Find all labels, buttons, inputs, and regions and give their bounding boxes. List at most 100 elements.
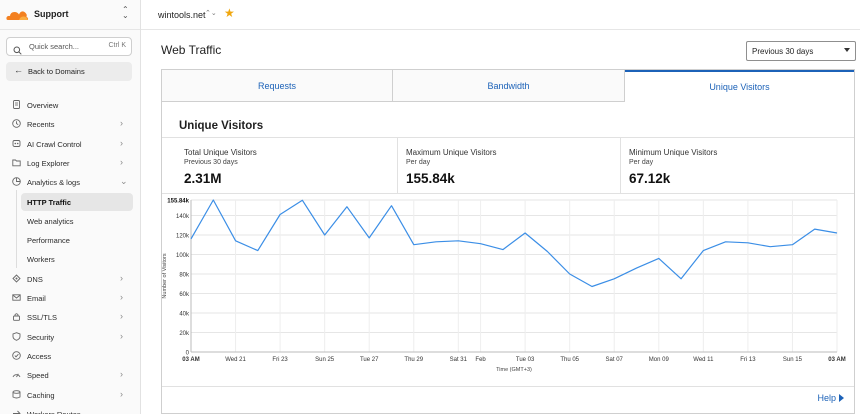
- sidebar-item-dns[interactable]: DNS ›: [6, 270, 133, 288]
- stat-heading: Minimum Unique Visitors: [629, 148, 718, 157]
- sidebar-item-email[interactable]: Email ›: [6, 289, 133, 307]
- sidebar-subitem-performance[interactable]: Performance: [21, 231, 133, 249]
- x-tick-label: Tue 27: [360, 357, 379, 363]
- sidebar-item-label: Analytics & logs: [27, 178, 80, 188]
- workers-routes-icon: [13, 410, 21, 414]
- chevron-right-icon: ›: [120, 369, 123, 380]
- access-icon: [12, 351, 21, 360]
- sidebar-item-label: Access: [27, 351, 52, 361]
- sidebar-item-analytics-logs[interactable]: Analytics & logs ⌄: [6, 173, 133, 191]
- x-tick-label: Feb: [475, 357, 486, 363]
- stat-subtitle: Per day: [629, 159, 654, 166]
- y-tick-label: 20k: [179, 331, 190, 337]
- sidebar-item-label: Speed: [27, 371, 49, 381]
- quick-search-input[interactable]: Quick search... Ctrl K: [6, 37, 132, 56]
- traffic-card: Requests Bandwidth Unique Visitors Uniqu…: [161, 69, 855, 414]
- sidebar-item-label: Email: [27, 294, 46, 303]
- email-icon: [12, 294, 21, 301]
- sidebar-subitem-label: Workers: [27, 255, 55, 265]
- sidebar-subitem-http-traffic[interactable]: HTTP Traffic: [21, 192, 133, 211]
- page-title: Web Traffic: [161, 43, 222, 57]
- sidebar: Support ⌃ ⌄ Quick search... Ctrl K ← Back…: [0, 0, 141, 414]
- y-tick-label: 40k: [179, 311, 190, 317]
- sidebar-item-label: Recents: [27, 120, 55, 130]
- search-icon: [13, 42, 22, 60]
- y-tick-label: 0: [186, 351, 190, 357]
- sidebar-item-label: AI Crawl Control: [27, 139, 82, 149]
- y-axis-title: Number of Visitors: [162, 253, 168, 298]
- sidebar-item-log-explorer[interactable]: Log Explorer ›: [6, 154, 133, 172]
- caching-icon: [12, 389, 21, 398]
- lock-icon: [13, 313, 20, 322]
- tab-label: Requests: [257, 81, 297, 91]
- tab-unique-visitors[interactable]: Unique Visitors: [625, 70, 854, 102]
- sidebar-item-ai-crawl-control[interactable]: AI Crawl Control ›: [6, 135, 133, 153]
- x-tick-label: 03 AM: [182, 357, 199, 363]
- account-switcher[interactable]: Support ⌃ ⌄: [0, 0, 140, 30]
- domain-name[interactable]: wintools.net: [158, 10, 206, 20]
- sidebar-item-workers-routes[interactable]: Workers Routes: [6, 405, 133, 414]
- chevron-right-icon: ›: [120, 118, 123, 129]
- divider: [162, 137, 854, 138]
- chevron-down-icon: ⌄: [120, 176, 128, 187]
- x-tick-label: Wed 21: [225, 357, 246, 363]
- sidebar-item-recents[interactable]: Recents ›: [6, 115, 133, 133]
- divider: [162, 193, 854, 194]
- y-tick-label: 100k: [176, 253, 190, 259]
- stat-heading: Total Unique Visitors: [184, 148, 257, 157]
- time-range-select[interactable]: Previous 30 days: [746, 41, 856, 61]
- sidebar-item-overview[interactable]: Overview: [6, 96, 133, 114]
- x-tick-label: Fri 13: [740, 357, 756, 363]
- help-link[interactable]: Help: [817, 393, 844, 403]
- sidebar-item-security[interactable]: Security ›: [6, 328, 133, 346]
- search-placeholder: Quick search...: [29, 42, 80, 51]
- back-to-domains-button[interactable]: ← Back to Domains: [6, 62, 132, 81]
- sidebar-item-label: Log Explorer: [27, 158, 70, 168]
- chevron-right-icon: ›: [120, 272, 123, 283]
- help-label: Help: [817, 393, 836, 403]
- chevron-right-icon: ›: [120, 137, 123, 148]
- x-tick-label: Sun 25: [315, 357, 335, 363]
- tab-requests[interactable]: Requests: [162, 70, 393, 102]
- search-shortcut: Ctrl K: [108, 42, 127, 49]
- tab-bandwidth[interactable]: Bandwidth: [393, 70, 625, 102]
- sidebar-item-access[interactable]: Access: [6, 347, 133, 365]
- arrow-left-icon: ←: [14, 65, 23, 75]
- clock-icon: [12, 119, 21, 129]
- sidebar-subitem-label: HTTP Traffic: [27, 197, 72, 207]
- x-tick-label: Sat 07: [606, 357, 624, 363]
- sidebar-item-label: DNS: [27, 274, 43, 284]
- analytics-icon: [12, 177, 21, 186]
- unique-visitors-chart: 0 20k 40k 60k 80k 100k 120k 140k 155.84k 03 AM Wed…: [162, 199, 846, 374]
- account-name: Support: [34, 9, 69, 19]
- caret-down-icon: [844, 48, 850, 52]
- document-icon: [13, 100, 20, 109]
- x-axis-title: Time (GMT+3): [496, 367, 532, 373]
- x-tick-label: Mon 09: [649, 357, 670, 363]
- sidebar-item-ssl-tls[interactable]: SSL/TLS ›: [6, 308, 133, 326]
- stat-heading: Maximum Unique Visitors: [406, 148, 497, 157]
- crawl-icon: [12, 139, 21, 147]
- section-title: Unique Visitors: [179, 120, 264, 132]
- x-tick-label: Tue 03: [516, 357, 535, 363]
- divider: [620, 138, 621, 193]
- divider: [397, 138, 398, 193]
- sidebar-item-label: Caching: [27, 390, 55, 400]
- favorite-star-icon[interactable]: ★: [224, 6, 235, 20]
- sidebar-item-caching[interactable]: Caching ›: [6, 386, 133, 404]
- dns-icon: [12, 274, 21, 283]
- play-icon: [839, 394, 844, 402]
- shield-icon: [12, 331, 21, 341]
- time-range-value: Previous 30 days: [752, 47, 814, 56]
- speed-icon: [12, 373, 21, 378]
- stat-subtitle: Per day: [406, 159, 431, 166]
- folder-icon: [12, 159, 21, 167]
- sidebar-subitem-workers[interactable]: Workers: [21, 250, 133, 268]
- sidebar-item-speed[interactable]: Speed ›: [6, 366, 133, 384]
- domain-switch-icon[interactable]: ⌃⌄: [205, 10, 217, 17]
- x-tick-label: Fri 23: [272, 357, 288, 363]
- sidebar-subitem-web-analytics[interactable]: Web analytics: [21, 212, 133, 230]
- top-bar: wintools.net ⌃⌄ ★: [141, 0, 860, 30]
- chevron-right-icon: ›: [120, 311, 123, 322]
- cloudflare-logo-icon: [5, 8, 29, 26]
